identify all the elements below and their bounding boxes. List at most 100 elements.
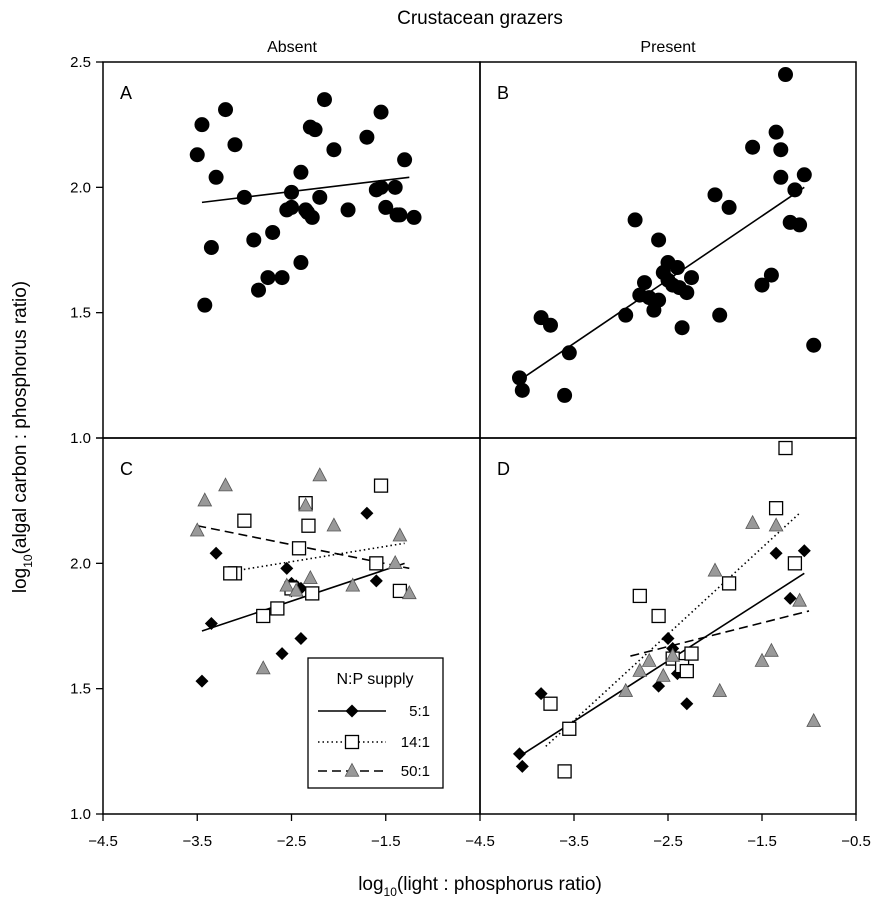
point-circle [557, 387, 573, 403]
point-square [237, 513, 252, 528]
y-tick-label: 1.0 [70, 430, 91, 447]
point-diamond [680, 697, 694, 711]
point-square [562, 721, 577, 736]
x-tick-label: −0.5 [841, 833, 871, 850]
point-triangle [279, 577, 295, 592]
figure-title: Crustacean grazers [397, 8, 563, 29]
point-diamond [797, 544, 811, 558]
point-circle [778, 67, 793, 83]
point-triangle [641, 652, 657, 667]
y-axis-label: log10(algal carbon : phosphorus ratio) [10, 281, 35, 593]
point-circle [660, 272, 676, 288]
point-diamond [515, 759, 529, 773]
x-tick-label: −4.5 [465, 833, 495, 850]
legend-label: 5:1 [409, 703, 430, 720]
point-triangle [707, 562, 723, 577]
point-circle [561, 345, 577, 361]
panel-b: B [479, 61, 857, 439]
fit-line-dotted [545, 512, 801, 747]
point-square [768, 501, 784, 516]
point-circle [284, 199, 299, 215]
point-circle [806, 337, 822, 353]
point-square [270, 601, 285, 616]
point-diamond [783, 591, 797, 605]
y-tick-label: 2.0 [70, 555, 91, 572]
point-circle [651, 232, 667, 248]
point-circle [511, 370, 527, 386]
panel-letter: D [497, 459, 510, 479]
panel-frame [102, 61, 481, 439]
point-triangle [754, 652, 770, 667]
point-circle [293, 164, 309, 180]
series-triangle [189, 467, 417, 675]
point-diamond [661, 632, 675, 646]
y-tick-label: 1.5 [70, 681, 91, 698]
point-diamond [360, 506, 374, 520]
point-circle [236, 189, 252, 205]
series-square [223, 478, 408, 624]
point-diamond [204, 616, 218, 630]
point-triangle [218, 477, 233, 492]
point-triangle [712, 682, 728, 697]
legend-marker-square [344, 734, 360, 750]
point-circle [203, 239, 219, 255]
point-circle [543, 317, 558, 333]
series-circle [189, 92, 422, 313]
point-triangle [288, 582, 304, 597]
point-diamond [280, 561, 294, 575]
panel-letter: C [120, 459, 133, 479]
point-triangle [745, 514, 761, 529]
point-circle [373, 104, 389, 120]
legend-marker-triangle [344, 762, 360, 777]
point-diamond [195, 674, 209, 688]
x-tick-label: −3.5 [182, 833, 212, 850]
point-square [632, 588, 647, 604]
point-triangle [255, 660, 271, 675]
point-triangle [768, 517, 784, 532]
point-circle [671, 280, 687, 296]
point-diamond [512, 747, 526, 761]
point-square [223, 566, 238, 581]
point-circle [284, 184, 299, 200]
panels-layer: A 1.0 1.5 2.0 2.5 B C 1.0 1.5 2.0 D −4.5 −3.5 −2.5 −1.… [70, 54, 871, 850]
point-triangle [387, 554, 403, 569]
point-triangle [326, 517, 342, 532]
column-header-absent: Absent [267, 39, 317, 56]
x-tick-label: −2.5 [277, 833, 307, 850]
series-circle [511, 67, 822, 403]
point-circle [312, 189, 328, 205]
point-triangle [302, 570, 318, 585]
point-triangle [806, 712, 822, 727]
point-triangle [189, 522, 205, 537]
x-tick-label: −4.5 [88, 833, 118, 850]
point-triangle [763, 642, 779, 657]
point-circle [340, 202, 356, 218]
point-circle [637, 275, 652, 291]
point-triangle [197, 492, 213, 507]
point-square [721, 576, 737, 591]
point-square [373, 478, 389, 493]
point-square [778, 440, 793, 456]
point-diamond [275, 647, 289, 661]
y-tick-label: 2.5 [70, 54, 91, 71]
point-circle [684, 270, 699, 286]
point-circle [773, 142, 789, 158]
panel-c: C 1.0 1.5 2.0 [70, 437, 481, 823]
point-triangle [298, 497, 314, 512]
y-tick-label: 1.5 [70, 305, 91, 322]
point-diamond [769, 546, 783, 560]
fit-line-dashed [197, 524, 410, 570]
legend: N:P supply 5:1 14:1 50:1 [307, 657, 444, 789]
point-triangle [401, 585, 417, 600]
point-circle [745, 139, 761, 155]
point-circle [406, 209, 422, 225]
legend-label: 50:1 [401, 763, 430, 780]
legend-box [307, 657, 444, 789]
point-circle [218, 102, 234, 118]
point-triangle [792, 592, 808, 607]
point-circle [208, 169, 224, 185]
point-square [256, 608, 271, 624]
point-circle [651, 292, 667, 308]
point-circle [260, 270, 276, 286]
